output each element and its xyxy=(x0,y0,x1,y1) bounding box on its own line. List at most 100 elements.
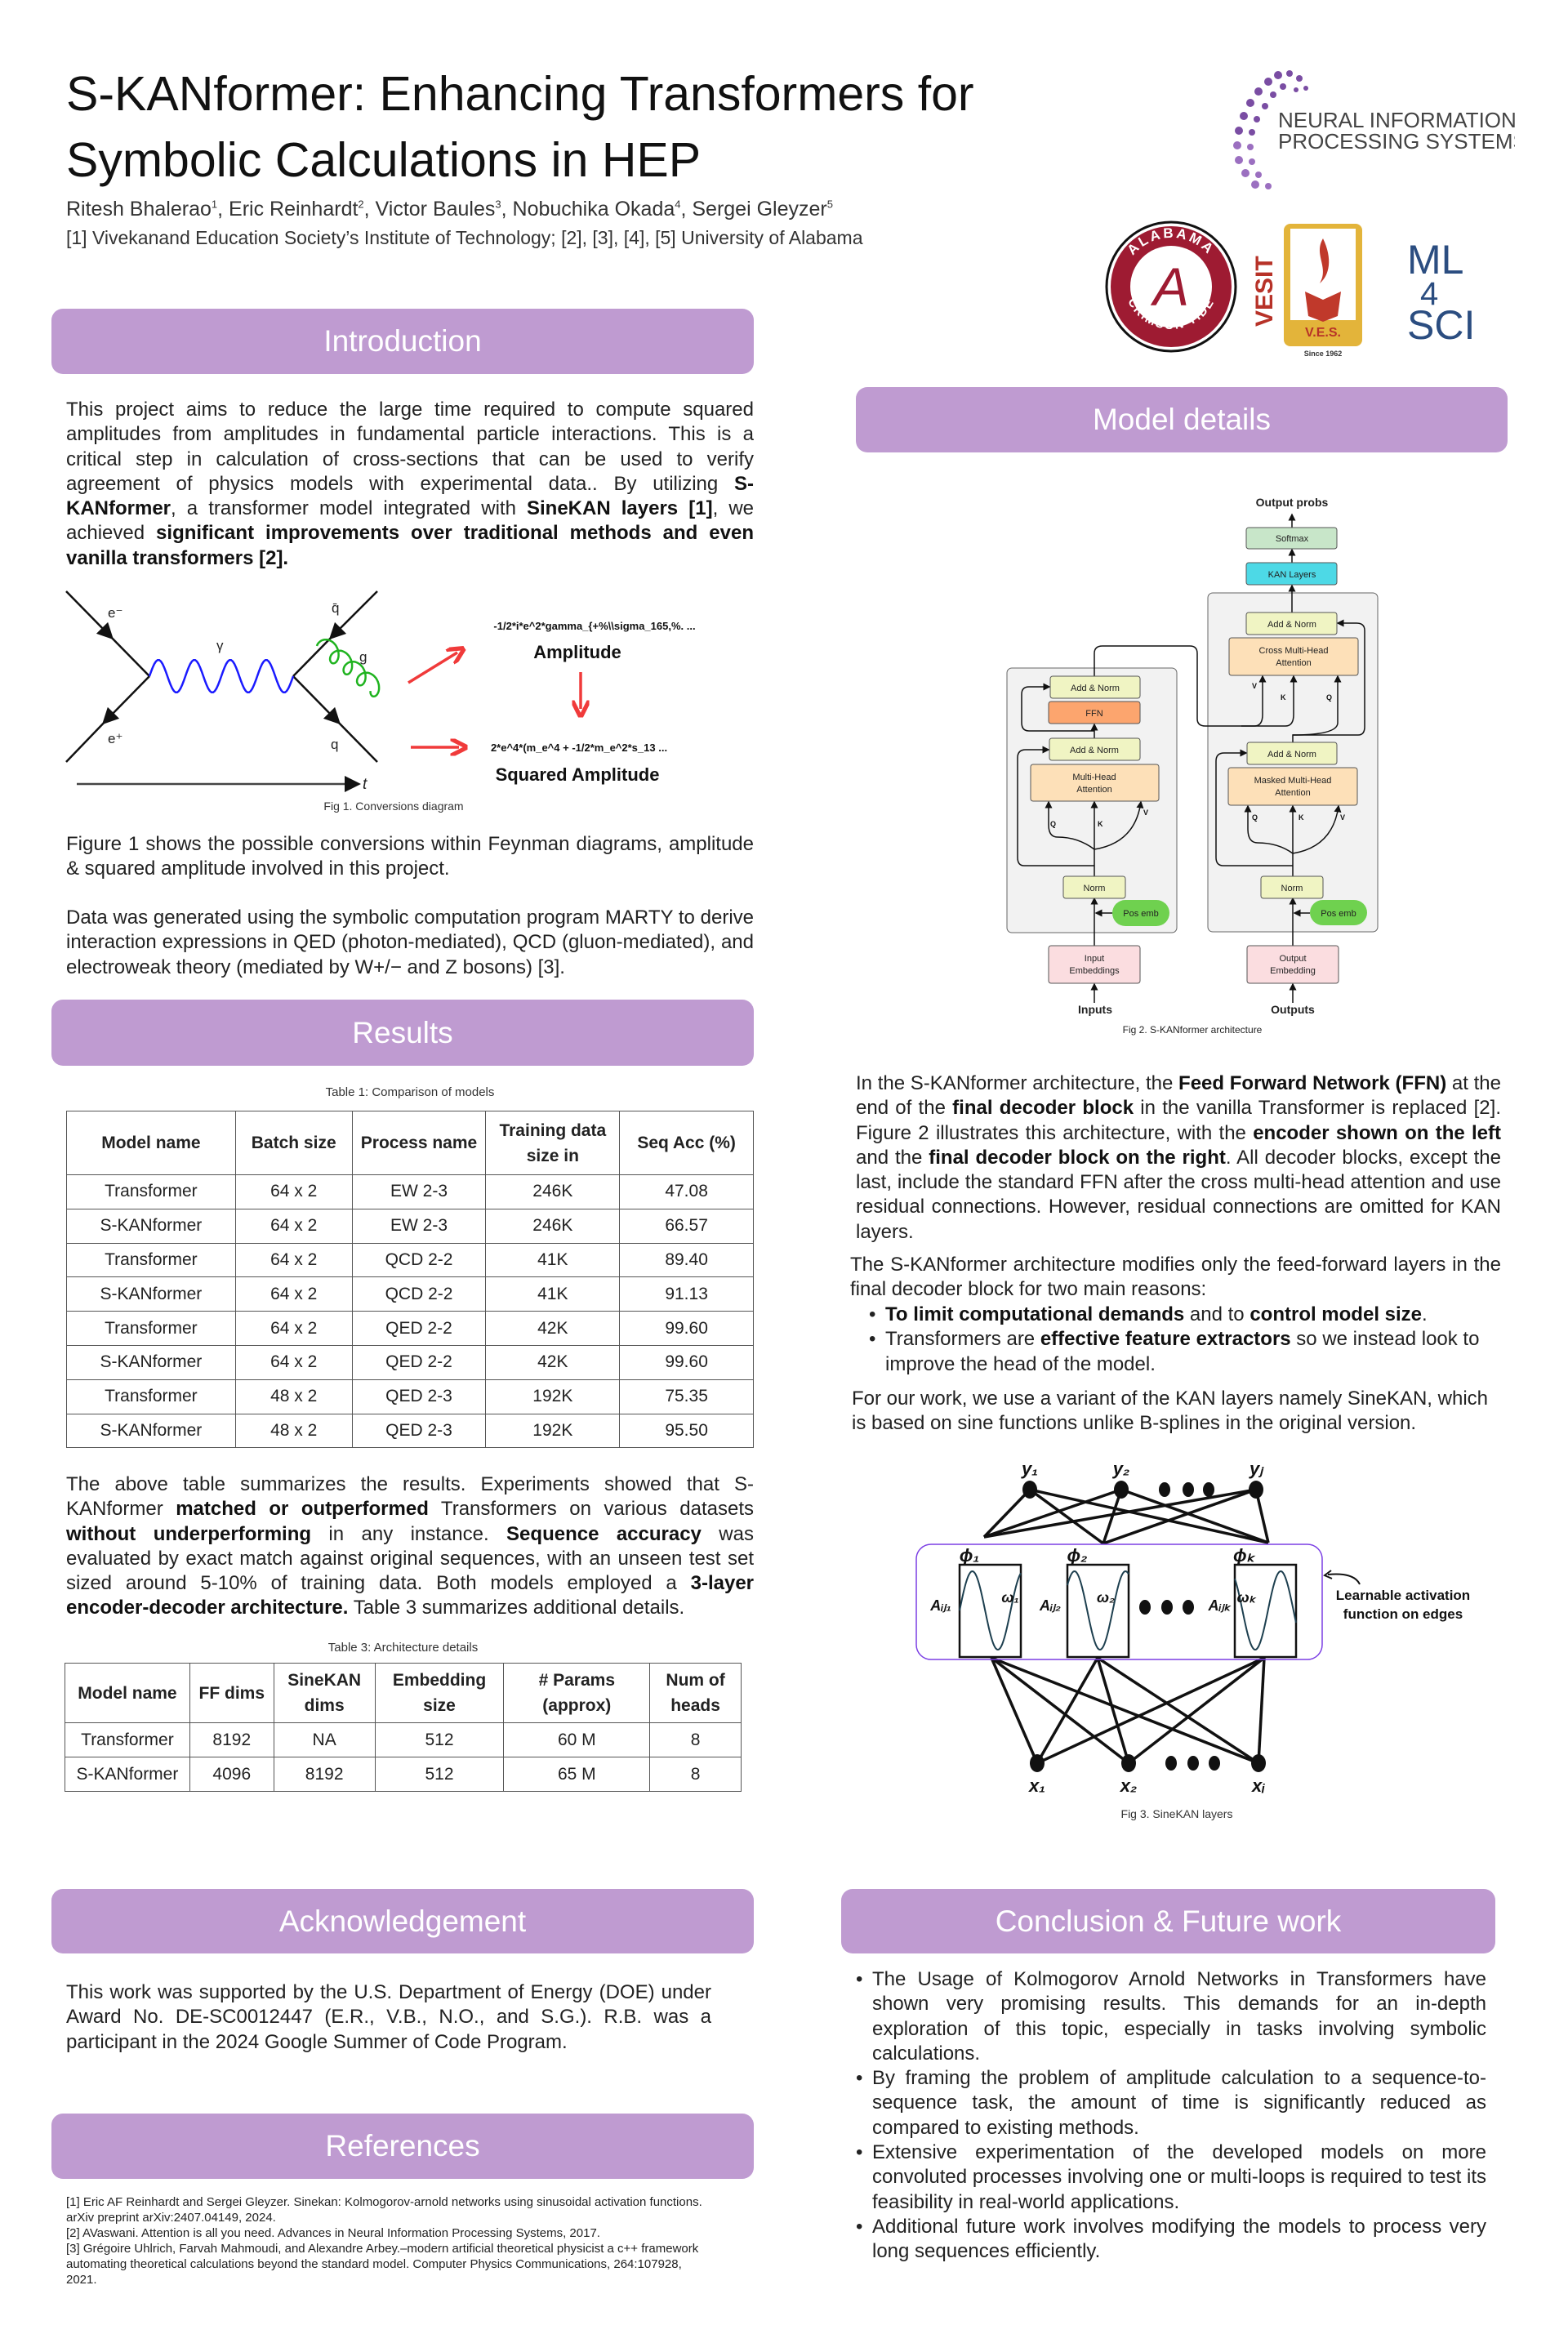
text: Data was generated using the symbolic co… xyxy=(66,906,754,978)
svg-text:Add & Norm: Add & Norm xyxy=(1070,746,1119,755)
reference-item: [1] Eric AF Reinhardt and Sergei Gleyzer… xyxy=(66,2195,702,2225)
model-details-paragraph-1: In the S-KANformer architecture, the Fee… xyxy=(856,1071,1501,1245)
svg-text:Norm: Norm xyxy=(1281,884,1303,893)
svg-text:Cross Multi-Head: Cross Multi-Head xyxy=(1259,646,1329,656)
text: Transformers are xyxy=(885,1328,1040,1351)
table-header-row: Model name Batch size Process name Train… xyxy=(66,1111,754,1175)
table-1-comparison: Model name Batch size Process name Train… xyxy=(66,1111,754,1449)
author: , Nobuchika Okada4 xyxy=(501,198,681,220)
table-cell: Transformer xyxy=(66,1379,236,1414)
text: , we achieved xyxy=(66,497,755,545)
svg-text:V: V xyxy=(1252,682,1257,690)
model-details-header: Model details xyxy=(856,387,1508,452)
svg-text:V: V xyxy=(1340,813,1345,822)
cross-attention-box xyxy=(1228,637,1359,676)
ellipsis-dot xyxy=(1187,1756,1199,1771)
model-details-paragraph-3: For our work, we use a variant of the KA… xyxy=(852,1387,1501,1437)
ellipsis-dot xyxy=(1159,1482,1170,1497)
introduction-header: Introduction xyxy=(51,309,754,374)
add-norm-box xyxy=(1245,612,1338,635)
multi-head-attention-box xyxy=(1030,764,1160,802)
bold-text: S-KANformer xyxy=(66,472,754,520)
svg-text:VESIT: VESIT xyxy=(1251,256,1278,327)
phi-label: ϕ₁ xyxy=(960,1545,979,1566)
text: The S-KANformer architecture modifies on… xyxy=(850,1254,1501,1301)
svg-text:Since 1962: Since 1962 xyxy=(1304,350,1343,358)
edge-line xyxy=(1036,1657,1099,1764)
svg-text:Attention: Attention xyxy=(1275,788,1310,798)
label-t: t xyxy=(363,776,368,793)
table-cell: Transformer xyxy=(66,1242,236,1278)
edge-line xyxy=(991,1656,1259,1765)
edge-line xyxy=(1102,1489,1123,1544)
title-line-2: Symbolic Calculations in HEP xyxy=(66,133,702,187)
fermion-lines xyxy=(65,590,378,763)
amplitude-label: Aᵢⱼ₁ xyxy=(929,1597,951,1614)
table-row: Transformer 64 x 2 QED 2-2 42K 99.60 xyxy=(66,1311,754,1346)
kan-layer-group xyxy=(915,1544,1323,1660)
acknowledgement-paragraph: This work was supported by the U.S. Depa… xyxy=(66,1980,711,2055)
table-cell: 8192 xyxy=(273,1757,376,1792)
column-header: Num of heads xyxy=(649,1663,742,1723)
table-cell: 48 x 2 xyxy=(234,1379,353,1414)
table-cell: 48 x 2 xyxy=(234,1413,353,1449)
label-q: q xyxy=(331,737,338,752)
label-gamma: γ xyxy=(216,638,224,653)
list-item: By framing the problem of amplitude calc… xyxy=(854,2066,1486,2140)
list-item: To limit computational demands and to co… xyxy=(867,1303,1501,1328)
y-label: yⱼ xyxy=(1249,1459,1264,1479)
masked-attention-box xyxy=(1227,767,1358,806)
text: Transformers on various datasets xyxy=(428,1498,755,1521)
edge-line xyxy=(1029,1488,1269,1544)
svg-text:Pos emb: Pos emb xyxy=(1321,909,1356,919)
table-cell: 246K xyxy=(485,1174,621,1209)
table-cell: 89.40 xyxy=(619,1242,754,1278)
phi-label: ϕₖ xyxy=(1233,1545,1256,1566)
table-cell: 512 xyxy=(374,1722,505,1757)
svg-text:K: K xyxy=(1281,693,1286,702)
neurips-text-1: NEURAL INFORMATION xyxy=(1278,108,1515,132)
omega-label: ω₂ xyxy=(1097,1589,1115,1606)
text: so we instead look to improve the head o… xyxy=(885,1328,1480,1375)
acknowledgement-header: Acknowledgement xyxy=(51,1889,754,1953)
table-3-architecture: Model name FF dims SineKAN dims Embeddin… xyxy=(65,1663,742,1792)
text: Figure 1 shows the possible conversions … xyxy=(66,833,754,880)
affiliations: [1] Vivekanand Education Society’s Insti… xyxy=(66,227,863,248)
svg-text:K: K xyxy=(1298,813,1304,822)
table-cell: Transformer xyxy=(66,1311,236,1346)
x-label: x₂ xyxy=(1120,1775,1138,1796)
svg-text:Add & Norm: Add & Norm xyxy=(1267,620,1316,630)
svg-text:Inputs: Inputs xyxy=(1078,1003,1112,1016)
amplitude-expression: -1/2*i*e^2*gamma_{+%\\sigma_165,%. ... xyxy=(493,620,695,632)
text: at the end of the xyxy=(856,1072,1502,1120)
table-cell: 8192 xyxy=(189,1722,274,1757)
svg-text:Q: Q xyxy=(1252,813,1258,822)
svg-text:Input: Input xyxy=(1085,954,1104,964)
table-row: S-KANformer 64 x 2 QCD 2-2 41K 91.13 xyxy=(66,1276,754,1312)
svg-text:Multi-Head: Multi-Head xyxy=(1072,773,1116,782)
svg-text:Output: Output xyxy=(1279,954,1306,964)
squared-amplitude-expression: 2*e^4*(m_e^4 + -1/2*m_e^2*s_13 ... xyxy=(491,742,667,754)
alabama-logo: ALABAMA CRIMSON TIDE A xyxy=(1105,220,1237,353)
table-cell: 66.57 xyxy=(619,1208,754,1244)
label-qbar: q̄ xyxy=(332,600,339,616)
svg-text:Masked Multi-Head: Masked Multi-Head xyxy=(1254,776,1332,786)
x-label: x₁ xyxy=(1028,1775,1045,1796)
bold-text: Feed Forward Network (FFN) xyxy=(1178,1072,1447,1094)
table-cell: 99.60 xyxy=(619,1311,754,1346)
svg-text:Add & Norm: Add & Norm xyxy=(1267,750,1316,760)
column-header: Model name xyxy=(65,1663,190,1723)
model-details-reasons: To limit computational demands and to co… xyxy=(867,1303,1501,1377)
activation-box xyxy=(1066,1563,1130,1659)
bold-text: final decoder block xyxy=(952,1097,1134,1120)
photon-line xyxy=(148,658,295,694)
table-cell: 512 xyxy=(374,1757,505,1792)
pos-emb-pill xyxy=(1310,900,1367,925)
svg-text:Norm: Norm xyxy=(1084,884,1106,893)
table-cell: 8 xyxy=(649,1722,742,1757)
table-header-row: Model name FF dims SineKAN dims Embeddin… xyxy=(65,1663,742,1723)
table-cell: 64 x 2 xyxy=(234,1242,353,1278)
svg-text:KAN Layers: KAN Layers xyxy=(1268,570,1316,580)
edge-line xyxy=(1120,1488,1269,1544)
